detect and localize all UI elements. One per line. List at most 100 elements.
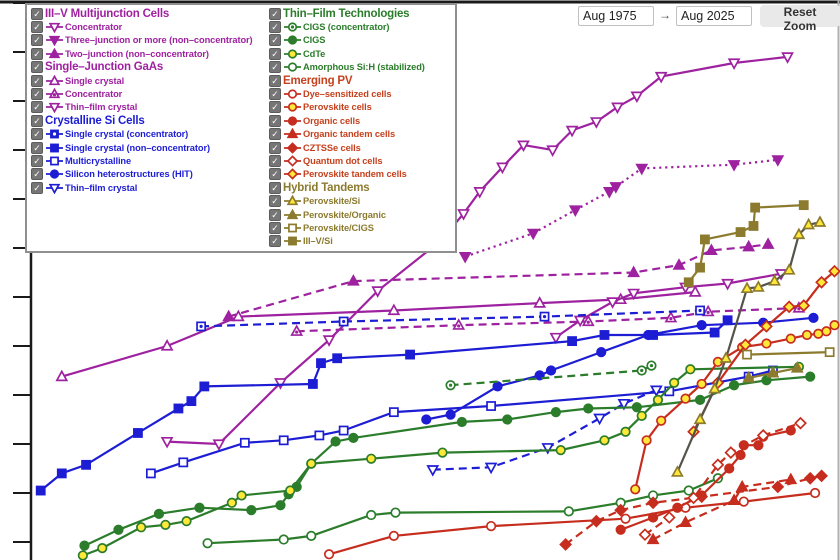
legend-item-amorphous: ✓ Amorphous Si:H (stabilized) [269,61,452,74]
legend-item-checkbox-pvsk-organic[interactable]: ✓ [269,208,281,221]
data-point-mj-concentrator [322,335,336,347]
data-point-cdte [160,519,171,530]
data-point-cdte [97,543,108,554]
data-point-cdte [306,458,317,469]
data-point-cdte [555,445,566,456]
data-point-mj-three-junction [526,228,540,241]
legend-group-header: ✓ III–V Multijunction Cells [31,7,269,20]
legend-item-checkbox-si-concentrator[interactable]: ✓ [31,128,43,141]
data-point-organic [735,449,746,461]
legend-marker-icon-cigs [284,35,301,46]
legend-item-checkbox-mj-two-junction[interactable]: ✓ [31,47,43,60]
legend-item-checkbox-gaas-thin-film[interactable]: ✓ [31,101,43,114]
data-point-pvsk-si [719,351,733,363]
series-gaas-concentrator [290,301,806,336]
legend-group-header: ✓ Thin–Film Technologies [269,7,452,20]
legend-marker-icon-organic-tandem [284,128,301,139]
legend-item-checkbox-si-multicrystalline[interactable]: ✓ [31,154,43,167]
data-point-si-hit [696,320,707,331]
legend-item-pvsk-cigs: ✓ Perovskite/CIGS [269,221,452,234]
date-range-end-input[interactable] [676,6,752,26]
legend-group-checkbox[interactable]: ✓ [269,74,281,87]
data-point-cdte [620,426,631,437]
legend-item-checkbox-iii-v-si[interactable]: ✓ [269,235,281,248]
legend-item-checkbox-pvsk-si[interactable]: ✓ [269,195,281,208]
legend-item-gaas-concentrator: ✓ Concentrator [31,87,269,101]
data-point-cdte [437,447,448,458]
legend-item-checkbox-pvsk-cigs[interactable]: ✓ [269,221,281,234]
legend-item-checkbox-gaas-concentrator[interactable]: ✓ [31,88,43,101]
legend-group-checkbox[interactable]: ✓ [31,7,43,20]
series-quantum-dot [638,416,807,542]
legend-group-checkbox[interactable]: ✓ [31,61,43,74]
legend-item-cdte: ✓ CdTe [269,47,452,60]
data-point-gaas-thin-film [627,288,641,301]
legend-item-label-si-thin-film: Thin–film crystal [65,182,138,193]
legend-item-checkbox-gaas-single-crystal[interactable]: ✓ [31,74,43,87]
legend-item-checkbox-cigs[interactable]: ✓ [269,34,281,47]
data-point-cdte [285,485,296,496]
data-point-cigs [330,436,341,447]
legend-item-checkbox-cztsse[interactable]: ✓ [269,141,281,154]
legend-item-checkbox-mj-three-junction[interactable]: ✓ [31,34,43,47]
legend-item-checkbox-quantum-dot[interactable]: ✓ [269,154,281,167]
series-perovskite-tandem [687,264,840,439]
legend-item-checkbox-si-single-crystal[interactable]: ✓ [31,141,43,154]
data-point-mj-concentrator [371,286,385,298]
data-point-cigs [550,407,561,418]
date-range-start-input[interactable] [578,6,654,26]
legend-item-checkbox-cdte[interactable]: ✓ [269,47,281,60]
data-point-perovskite [813,328,824,339]
data-point-pvsk-si [768,274,781,286]
legend-item-checkbox-perovskite[interactable]: ✓ [269,101,281,114]
reset-zoom-button[interactable]: Reset Zoom [760,5,840,33]
legend-item-checkbox-si-hit[interactable]: ✓ [31,168,43,181]
data-point-quantum-dot [662,511,676,524]
data-point-cigs [246,505,257,516]
series-si-single-crystal [35,315,733,496]
data-point-mj-concentrator [457,209,470,221]
legend-group-checkbox[interactable]: ✓ [31,114,43,127]
legend-item-checkbox-si-thin-film[interactable]: ✓ [31,181,43,194]
legend-marker-icon-gaas-thin-film [46,103,63,114]
data-point-mj-concentrator [630,91,644,104]
data-point-dye [809,487,821,499]
data-point-cdte [599,435,610,446]
data-point-cdte [77,550,88,560]
data-point-iii-v-si [700,234,710,245]
data-point-perovskite [696,378,707,390]
legend-item-checkbox-cigs-concentrator[interactable]: ✓ [269,21,281,34]
legend-group-checkbox[interactable]: ✓ [269,181,281,194]
data-point-si-single-crystal [307,379,318,389]
legend-item-checkbox-amorphous[interactable]: ✓ [269,61,281,74]
legend-marker-icon-mj-three-junction [46,36,63,47]
legend-group-header: ✓ Emerging PV [269,74,452,87]
data-point-cztsse [614,503,628,517]
data-point-dye [485,520,497,532]
legend-marker-icon-pvsk-si [284,195,301,206]
legend-item-checkbox-dye[interactable]: ✓ [269,88,281,101]
data-point-quantum-dot [687,491,700,505]
data-point-cztsse [559,538,573,551]
data-point-pvsk-si [670,465,684,477]
data-point-perovskite [656,415,667,426]
data-point-mj-two-junction [627,265,641,278]
data-point-cigs [631,402,642,413]
legend-item-label-dye: Dye–sensitized cells [303,89,392,100]
legend-group-checkbox[interactable]: ✓ [269,7,281,20]
data-point-mj-concentrator [473,187,487,199]
data-point-si-single-crystal [316,358,326,369]
data-point-cdte [652,394,664,406]
legend-item-checkbox-mj-concentrator[interactable]: ✓ [31,21,43,34]
legend-item-checkbox-organic[interactable]: ✓ [269,114,281,127]
data-point-cdte [181,516,192,527]
series-perovskite [630,320,840,495]
data-point-cdte [136,522,147,533]
legend-item-checkbox-organic-tandem[interactable]: ✓ [269,128,281,141]
series-si-thin-film [426,385,663,477]
data-point-si-hit [421,414,432,425]
legend-item-checkbox-perovskite-tandem[interactable]: ✓ [269,168,281,181]
data-point-si-hit [643,329,654,341]
series-line-gaas-concentrator [296,306,799,333]
